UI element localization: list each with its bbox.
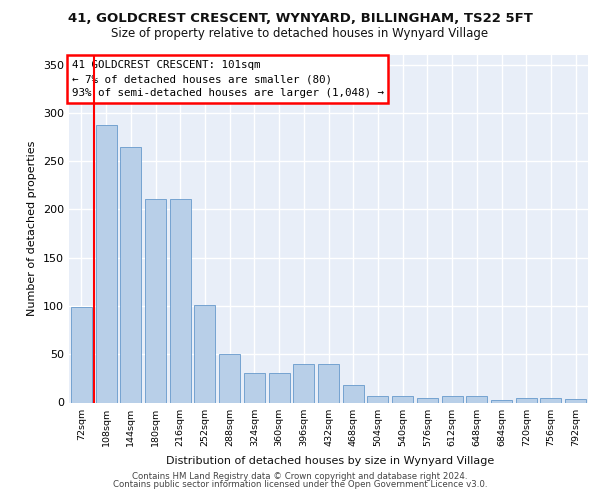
Text: Contains public sector information licensed under the Open Government Licence v3: Contains public sector information licen…	[113, 480, 487, 489]
Bar	[367, 396, 388, 402]
Bar	[417, 398, 438, 402]
Bar	[71, 307, 92, 402]
Bar	[219, 354, 240, 403]
Bar	[491, 400, 512, 402]
Bar	[293, 364, 314, 403]
Bar	[269, 372, 290, 402]
Bar	[442, 396, 463, 402]
Bar	[120, 146, 141, 402]
Y-axis label: Number of detached properties: Number of detached properties	[28, 141, 37, 316]
Bar	[392, 396, 413, 402]
Bar	[343, 385, 364, 402]
Bar	[194, 305, 215, 402]
Bar	[516, 398, 537, 402]
Text: Size of property relative to detached houses in Wynyard Village: Size of property relative to detached ho…	[112, 28, 488, 40]
Bar	[318, 364, 339, 403]
Bar	[541, 398, 562, 402]
Bar	[466, 396, 487, 402]
Bar	[244, 372, 265, 402]
Text: 41, GOLDCREST CRESCENT, WYNYARD, BILLINGHAM, TS22 5FT: 41, GOLDCREST CRESCENT, WYNYARD, BILLING…	[68, 12, 532, 25]
Bar	[145, 199, 166, 402]
Text: Distribution of detached houses by size in Wynyard Village: Distribution of detached houses by size …	[166, 456, 494, 466]
Text: 41 GOLDCREST CRESCENT: 101sqm
← 7% of detached houses are smaller (80)
93% of se: 41 GOLDCREST CRESCENT: 101sqm ← 7% of de…	[71, 60, 383, 98]
Bar	[170, 199, 191, 402]
Bar	[95, 126, 116, 402]
Bar	[565, 398, 586, 402]
Text: Contains HM Land Registry data © Crown copyright and database right 2024.: Contains HM Land Registry data © Crown c…	[132, 472, 468, 481]
